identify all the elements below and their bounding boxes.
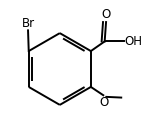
Text: O: O <box>99 96 109 109</box>
Text: O: O <box>101 8 111 21</box>
Text: Br: Br <box>21 17 35 30</box>
Text: OH: OH <box>125 35 143 48</box>
